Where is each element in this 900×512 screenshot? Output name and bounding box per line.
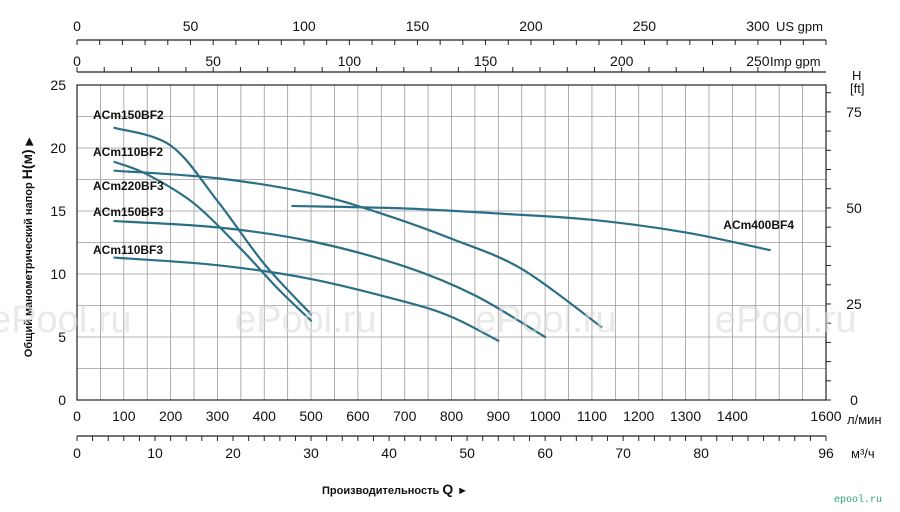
tick-label: 25: [846, 296, 862, 312]
tick-label: 700: [393, 408, 417, 424]
series-label-acm400bf4: ACm400BF4: [723, 218, 794, 232]
series-layer: [113, 126, 771, 342]
series-line-acm150bf3: [113, 219, 547, 339]
series-label-acm220bf3: ACm220BF3: [93, 179, 164, 193]
us-gpm-axis: 0 50 100 150 200 250 300 US gpm: [73, 18, 827, 45]
tick-label: 0: [73, 18, 81, 34]
imp-gpm-axis: 0 50 100 150 200 250 Imp gpm: [73, 53, 826, 73]
tick-label: 0: [850, 392, 858, 408]
series-line-acm220bf3: [113, 169, 603, 329]
series-line-acm400bf4: [291, 204, 771, 252]
tick-label: 40: [381, 445, 397, 461]
tick-label: 96: [818, 445, 834, 461]
tick-label: 300: [746, 18, 770, 34]
axis-unit: м³/ч: [851, 446, 875, 461]
series-label-acm110bf2: ACm110BF2: [93, 145, 163, 159]
tick-label: 15: [50, 203, 66, 219]
tick-label: 10: [50, 266, 66, 282]
x-axis-symbol: Q: [442, 481, 457, 497]
watermark-text: ePool.ru: [475, 299, 617, 341]
series-label-acm150bf2: ACm150BF2: [93, 108, 164, 122]
y-axis-symbol: H(м): [19, 146, 35, 180]
tick-label: 0: [73, 408, 81, 424]
tick-label: 250: [746, 53, 770, 69]
tick-label: 80: [693, 445, 709, 461]
tick-label: 500: [299, 408, 323, 424]
y-axis-ft: 0 25 50 75 H[ft]: [826, 68, 864, 408]
labels-layer: ACm150BF2 ACm110BF2 ACm220BF3 ACm150BF3 ACm1…: [93, 108, 794, 257]
tick-label: 1600: [810, 408, 841, 424]
tick-label: 800: [440, 408, 464, 424]
x-axis-label: Производительность: [322, 485, 442, 497]
plot-frame: [76, 84, 827, 401]
axis-unit-line1: H: [852, 68, 861, 83]
axis-unit: Imp gpm: [770, 54, 821, 69]
tick-label: 200: [610, 53, 634, 69]
tick-label: 0: [73, 53, 81, 69]
tick-label: 50: [459, 445, 475, 461]
tick-label: 100: [338, 53, 362, 69]
tick-label: 150: [474, 53, 498, 69]
x-axis-title: Производительность Q ►: [322, 481, 468, 497]
tick-label: 1000: [530, 408, 561, 424]
y-axis-title: Общий манометрический напор H(м) ▶: [19, 137, 35, 358]
watermark-layer: ePool.ru ePool.ru ePool.ru ePool.ru epool.ru: [0, 299, 882, 506]
y-axis-label: Общий манометрический напор: [23, 179, 35, 357]
tick-label: 400: [253, 408, 277, 424]
series-line-acm110bf3: [113, 256, 500, 342]
tick-label: 300: [206, 408, 230, 424]
watermark-text: ePool.ru: [0, 299, 132, 341]
grid: [77, 85, 826, 400]
tick-label: 1200: [623, 408, 654, 424]
axis-unit-line2: [ft]: [850, 81, 864, 96]
tick-label: 200: [519, 18, 543, 34]
y-axis-arrow: ▶: [24, 137, 35, 147]
tick-label: 50: [183, 18, 199, 34]
tick-label: 20: [225, 445, 241, 461]
tick-label: 30: [303, 445, 319, 461]
tick-label: 900: [487, 408, 511, 424]
tick-label: 100: [112, 408, 136, 424]
axis-unit: US gpm: [776, 19, 823, 34]
watermark-text: ePool.ru: [715, 299, 857, 341]
tick-label: 75: [846, 104, 862, 120]
m3h-axis: 0 10 20 30 40 50 60 70 80 96 м³/ч: [73, 435, 875, 461]
tick-label: 250: [633, 18, 657, 34]
tick-label: 1300: [670, 408, 701, 424]
x-axis-arrow: ►: [457, 485, 468, 497]
tick-label: 0: [58, 392, 66, 408]
axis-unit: л/мин: [847, 412, 882, 427]
tick-label: 1100: [577, 408, 607, 424]
tick-label: 200: [159, 408, 183, 424]
series-label-acm150bf3: ACm150BF3: [93, 205, 164, 219]
tick-label: 60: [537, 445, 553, 461]
tick-label: 1400: [717, 408, 748, 424]
brand-logo: epool.ru: [834, 494, 882, 506]
tick-label: 100: [292, 18, 316, 34]
tick-label: 70: [615, 445, 631, 461]
plot-border: [76, 84, 827, 401]
series-line-acm150bf2: [113, 126, 313, 316]
tick-label: 10: [147, 445, 163, 461]
tick-label: 600: [346, 408, 370, 424]
tick-label: 0: [73, 445, 81, 461]
y-axis-m: 0 5 10 15 20 25 Общий манометрический напор H(…: [19, 77, 66, 408]
tick-label: 50: [846, 200, 862, 216]
tick-label: 5: [58, 329, 66, 345]
tick-label: 20: [50, 140, 66, 156]
watermark-text: ePool.ru: [235, 299, 377, 341]
tick-label: 150: [406, 18, 430, 34]
lpm-axis: 0 100 200 300 400 500 600 700 800 900 1000 1100 1200…: [73, 408, 881, 427]
series-label-acm110bf3: ACm110BF3: [93, 243, 163, 257]
tick-label: 25: [50, 77, 66, 93]
tick-label: 50: [205, 53, 221, 69]
